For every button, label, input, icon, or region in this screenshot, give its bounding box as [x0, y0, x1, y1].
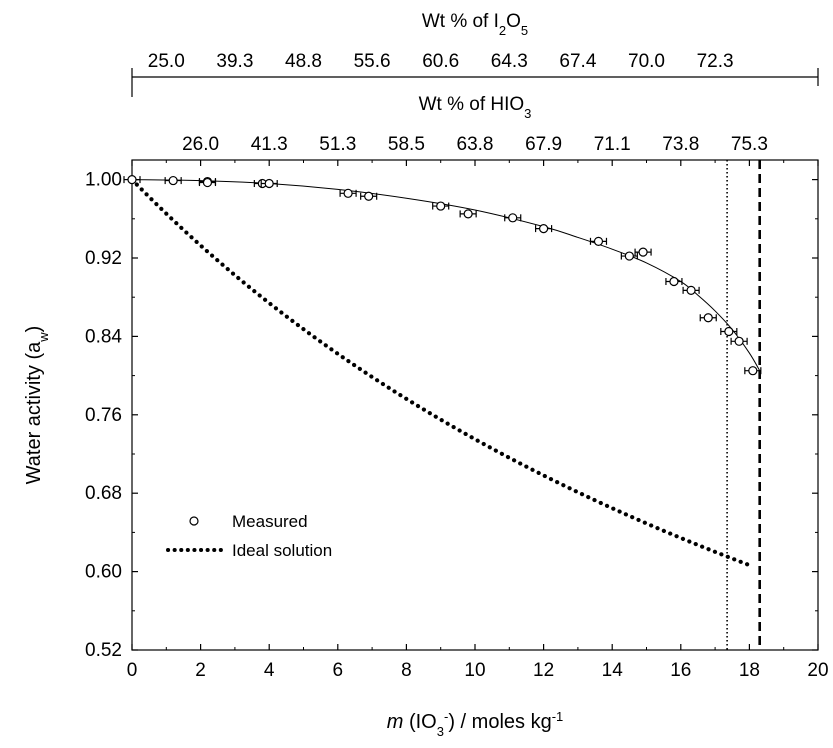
reference-lines: [726, 160, 761, 650]
measured-point: [360, 191, 378, 201]
ideal-solution-series: [129, 177, 755, 569]
measured-point: [459, 209, 477, 219]
legend-measured-label: Measured: [232, 512, 308, 531]
measured-point: [198, 177, 217, 188]
x-tick-label: 18: [739, 660, 760, 681]
top-axis-i2o5-title: Wt % of I2O5: [422, 11, 528, 38]
hio3-tick-label: 75.3: [731, 134, 768, 155]
plot-frame: [131, 159, 819, 651]
measured-point: [260, 178, 278, 189]
measured-marker: [343, 188, 353, 198]
measured-marker: [127, 175, 137, 185]
measured-marker: [724, 326, 734, 337]
fit-curve: [131, 179, 761, 371]
legend: Measured Ideal solution: [166, 512, 332, 560]
y-tick-label: 0.60: [85, 562, 122, 583]
measured-marker: [508, 213, 518, 223]
hio3-tick-label: 26.0: [182, 134, 219, 155]
measured-point: [665, 276, 683, 287]
measured-point: [730, 336, 748, 346]
legend-ideal-label: Ideal solution: [232, 541, 332, 560]
y-tick-label: 1.00: [85, 170, 122, 191]
y-tick-label: 0.92: [85, 248, 122, 269]
measured-point: [620, 251, 638, 261]
measured-point: [589, 236, 608, 246]
x-tick-label: 10: [464, 660, 485, 681]
y-tick-label: 0.52: [85, 640, 122, 661]
i2o5-tick-label: 64.3: [491, 51, 528, 72]
i2o5-tick-label: 67.4: [559, 51, 596, 72]
x-axis-label: m (IO3-) / moles kg-1: [387, 709, 564, 739]
measured-point: [123, 175, 141, 185]
measured-marker: [734, 336, 744, 346]
measured-marker: [264, 178, 274, 189]
y-tick-label: 0.68: [85, 483, 122, 504]
ideal-solution-curve: [129, 177, 755, 569]
measured-point: [164, 175, 182, 186]
measured-point: [504, 213, 522, 223]
hio3-tick-label: 67.9: [525, 134, 562, 155]
measured-point: [634, 247, 652, 257]
x-tick-label: 20: [807, 660, 828, 681]
hio3-tick-label: 73.8: [662, 134, 699, 155]
measured-point: [744, 366, 762, 376]
y-axis-label: Water activity (aw): [23, 326, 51, 485]
hio3-tick-label: 41.3: [251, 134, 288, 155]
measured-marker: [593, 236, 604, 246]
legend-measured-marker: [189, 516, 199, 526]
measured-marker: [436, 201, 446, 211]
x-tick-label: 8: [401, 660, 412, 681]
hio3-tick-label: 71.1: [594, 134, 631, 155]
measured-marker: [463, 209, 473, 219]
measured-point: [534, 224, 553, 234]
measured-marker: [686, 285, 696, 295]
measured-marker: [538, 224, 549, 234]
hio3-tick-label: 51.3: [319, 134, 356, 155]
i2o5-tick-label: 48.8: [285, 51, 322, 72]
measured-marker: [703, 313, 713, 323]
i2o5-tick-label: 39.3: [216, 51, 253, 72]
measured-marker: [364, 191, 374, 201]
measured-point: [699, 313, 717, 323]
measured-point: [339, 188, 357, 198]
measured-point: [432, 201, 450, 211]
measured-marker: [202, 177, 213, 188]
measured-marker: [669, 276, 679, 287]
x-axis: 0 2 4 6 8 10 12 14 16 18 20: [127, 160, 829, 681]
x-tick-label: 12: [533, 660, 554, 681]
measured-point: [720, 326, 738, 337]
x-tick-label: 6: [333, 660, 344, 681]
i2o5-tick-label: 55.6: [354, 51, 391, 72]
i2o5-tick-label: 60.6: [422, 51, 459, 72]
x-tick-label: 0: [127, 660, 138, 681]
measured-point: [682, 285, 700, 295]
top-axis-hio3-title: Wt % of HIO3: [419, 94, 532, 121]
top-axis-i2o5: 25.0 39.3 48.8 55.6 60.6 64.3 67.4 70.0 72.3: [131, 51, 819, 97]
i2o5-tick-label: 25.0: [148, 51, 185, 72]
i2o5-tick-label: 70.0: [628, 51, 665, 72]
hio3-tick-label: 63.8: [457, 134, 494, 155]
hio3-tick-label: 58.5: [388, 134, 425, 155]
x-tick-label: 16: [670, 660, 691, 681]
fit-series: [131, 179, 761, 371]
x-tick-label: 14: [602, 660, 624, 681]
measured-marker: [748, 366, 758, 376]
measured-series: [123, 175, 762, 376]
y-tick-label: 0.84: [85, 326, 122, 347]
y-tick-label: 0.76: [85, 405, 122, 426]
measured-marker: [624, 251, 634, 261]
x-tick-label: 4: [264, 660, 275, 681]
measured-marker: [168, 175, 178, 186]
x-tick-label: 2: [195, 660, 206, 681]
top-axis-hio3: 26.0 41.3 51.3 58.5 63.8 67.9 71.1 73.8 75.3: [182, 134, 768, 155]
measured-marker: [638, 247, 648, 257]
i2o5-tick-label: 72.3: [697, 51, 734, 72]
y-axis: 0.52 0.60 0.68 0.76 0.84 0.92 1.00: [85, 170, 818, 661]
